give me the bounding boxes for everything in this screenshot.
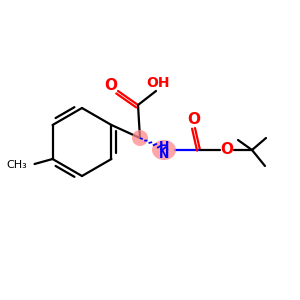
Text: CH₃: CH₃ <box>7 160 28 170</box>
Text: N: N <box>159 148 169 160</box>
Text: O: O <box>104 79 118 94</box>
Text: O: O <box>188 112 200 127</box>
Text: OH: OH <box>146 76 170 90</box>
Text: H: H <box>159 140 169 154</box>
Text: O: O <box>220 142 233 158</box>
Ellipse shape <box>152 140 176 160</box>
Ellipse shape <box>132 130 148 146</box>
